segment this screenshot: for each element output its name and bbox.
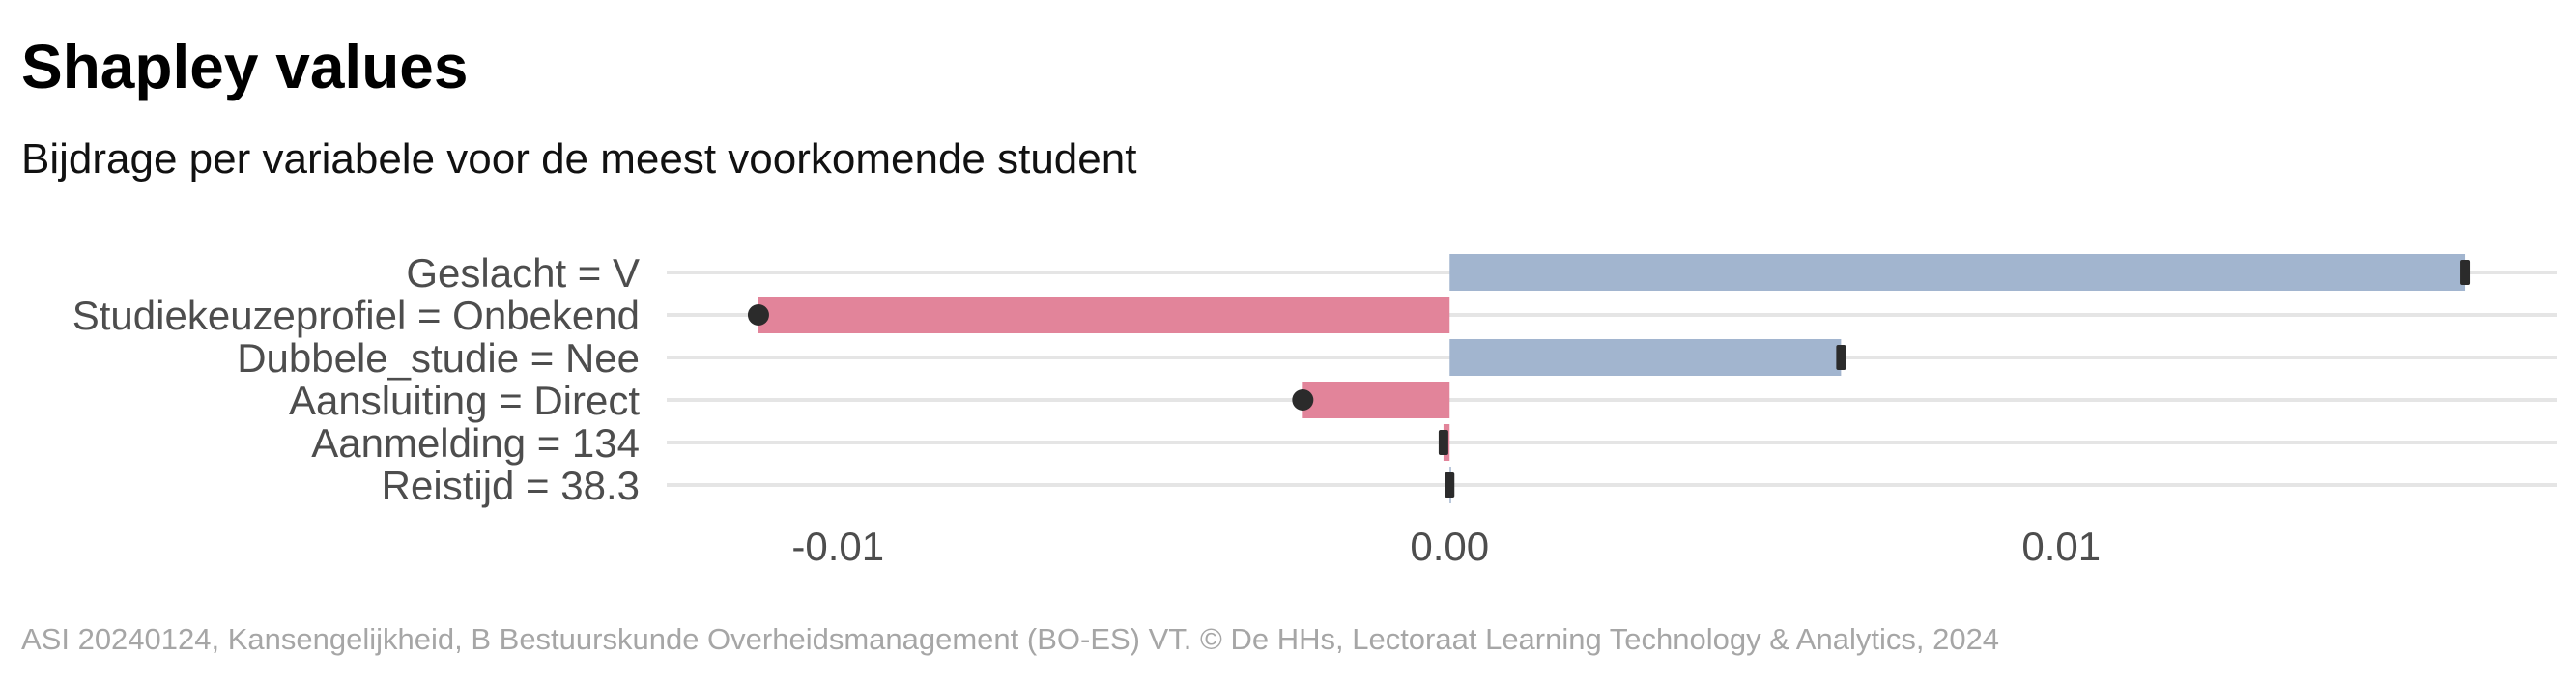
chart-caption: ASI 20240124, Kansengelijkheid, B Bestuu… <box>21 622 2000 656</box>
x-tick-label: -0.01 <box>791 524 884 569</box>
marker-0 <box>2460 260 2471 285</box>
bars <box>758 254 2466 503</box>
y-tick-label: Dubbele_studie = Nee <box>237 335 640 381</box>
y-tick-label: Aanmelding = 134 <box>311 420 640 466</box>
x-axis-labels: -0.01 0.00 0.01 <box>791 524 2101 569</box>
y-tick-label: Geslacht = V <box>406 250 640 296</box>
markers <box>747 260 2471 498</box>
marker-4 <box>1438 430 1448 455</box>
x-tick-label: 0.00 <box>1410 524 1489 569</box>
chart-title: Shapley values <box>21 32 469 101</box>
marker-5 <box>1445 472 1455 498</box>
marker-2 <box>1836 345 1846 370</box>
chart-subtitle: Bijdrage per variabele voor de meest voo… <box>21 135 1137 183</box>
y-tick-label: Studiekeuzeprofiel = Onbekend <box>72 293 640 338</box>
bar-0 <box>1449 254 2466 291</box>
bar-1 <box>758 297 1450 333</box>
bar-2 <box>1449 339 1842 376</box>
marker-1 <box>747 304 769 326</box>
y-tick-label: Aansluiting = Direct <box>289 378 640 423</box>
marker-3 <box>1292 389 1314 411</box>
x-tick-label: 0.01 <box>2021 524 2101 569</box>
y-tick-label: Reistijd = 38.3 <box>382 463 640 508</box>
bar-3 <box>1302 382 1450 418</box>
